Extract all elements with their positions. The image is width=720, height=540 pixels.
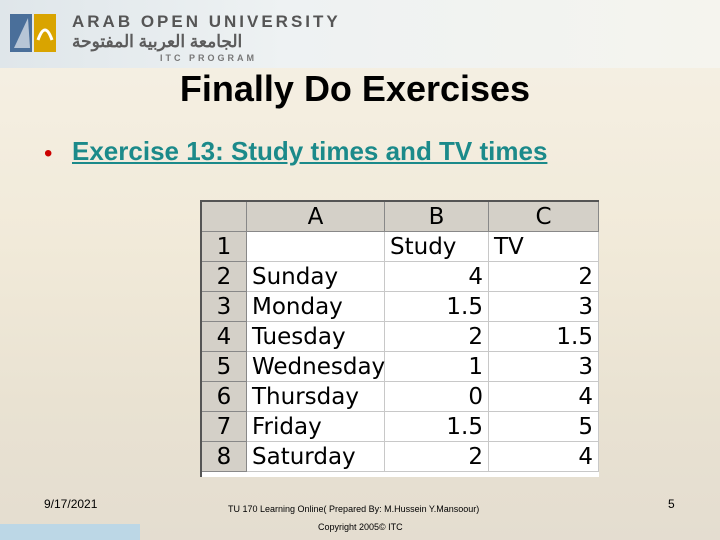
row-header: 8: [202, 442, 247, 472]
cell: Tuesday: [247, 322, 385, 352]
cell: 2: [385, 322, 489, 352]
university-arabic: الجامعة العربية المفتوحة: [72, 32, 243, 51]
logo-block: [34, 14, 56, 52]
cell: Saturday: [247, 442, 385, 472]
footer-date: 9/17/2021: [44, 497, 98, 511]
cell: 1.5: [385, 412, 489, 442]
spreadsheet: A B C 1 Study TV 2 Sunday 4 2 3 Monday 1.5 3 4 Tuesday 2…: [200, 200, 599, 477]
cell: Friday: [247, 412, 385, 442]
footer-strip: [0, 524, 140, 540]
column-header: A: [247, 202, 385, 232]
row-header: 7: [202, 412, 247, 442]
cell: TV: [489, 232, 599, 262]
row-header: 5: [202, 352, 247, 382]
cell: 1.5: [385, 292, 489, 322]
footer-copyright: Copyright 2005© ITC: [318, 522, 403, 532]
cell: 1: [385, 352, 489, 382]
column-header: B: [385, 202, 489, 232]
row-header: 1: [202, 232, 247, 262]
row-header: 4: [202, 322, 247, 352]
banner: [0, 0, 720, 68]
cell: 4: [489, 382, 599, 412]
cell: Monday: [247, 292, 385, 322]
slide-title: Finally Do Exercises: [179, 68, 531, 109]
cell: 0: [385, 382, 489, 412]
cell: 2: [385, 442, 489, 472]
corner-header: [202, 202, 247, 232]
cell: 5: [489, 412, 599, 442]
bullet-text: Exercise 13: Study times and TV times: [72, 136, 548, 166]
cell: 3: [489, 352, 599, 382]
cell: 2: [489, 262, 599, 292]
cell: Study: [385, 232, 489, 262]
logo-shape: [36, 28, 54, 41]
cell: 4: [385, 262, 489, 292]
cell: 1.5: [489, 322, 599, 352]
program: ITC PROGRAM: [160, 53, 257, 63]
row-header: 3: [202, 292, 247, 322]
page-number: 5: [668, 497, 675, 511]
cell: Wednesday: [247, 352, 385, 382]
row-header: 2: [202, 262, 247, 292]
cell: [247, 232, 385, 262]
row-header: 6: [202, 382, 247, 412]
university-name: ARAB OPEN UNIVERSITY: [72, 12, 341, 31]
cell: Thursday: [247, 382, 385, 412]
cell: 3: [489, 292, 599, 322]
bullet-dot: •: [44, 140, 53, 167]
footer-course: TU 170 Learning Online( Prepared By: M.H…: [228, 504, 480, 514]
logo: [10, 14, 56, 52]
logo-shape: [14, 18, 30, 48]
cell: 4: [489, 442, 599, 472]
column-header: C: [489, 202, 599, 232]
cell: Sunday: [247, 262, 385, 292]
